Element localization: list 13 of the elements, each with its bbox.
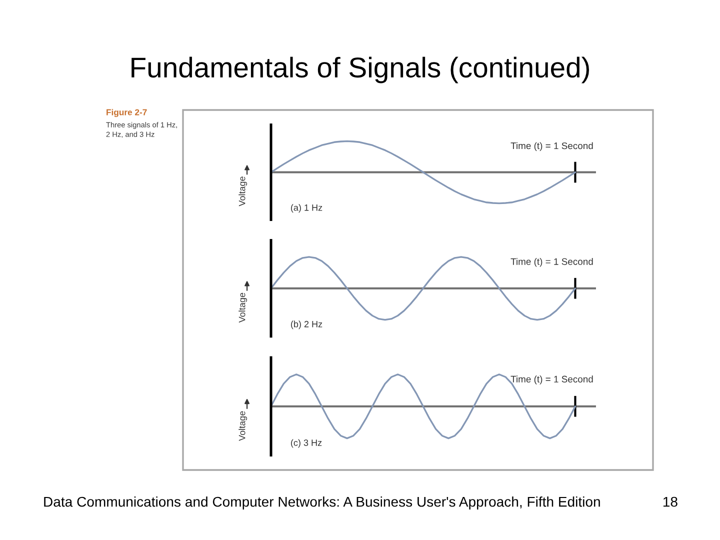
text: (c) 3 Hz [291, 439, 322, 448]
annotation: Time (t) = 1 Second [510, 142, 593, 151]
text: 18 [663, 496, 678, 507]
text: Data Communications and Computer Networks: A Business User's Approach, Fifth Edition [44, 496, 600, 510]
y-axis-title: Voltage [238, 176, 248, 206]
annotation: Time (t) = 1 Second [510, 376, 593, 384]
y-axis-title: Voltage [238, 411, 248, 441]
text: Fundamentals of Signals (continued) [132, 56, 589, 84]
caption: Figure 2-7 [106, 108, 147, 118]
text: (b) 2 Hz [291, 320, 322, 330]
annotation: Time (t) = 1 Second [510, 258, 593, 267]
y-axis-title: Voltage [238, 292, 248, 323]
text: (a) 1 Hz [291, 204, 322, 213]
